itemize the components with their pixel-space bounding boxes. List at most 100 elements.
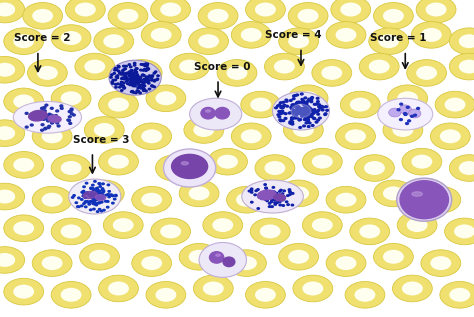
Circle shape: [273, 196, 275, 197]
Circle shape: [275, 107, 277, 109]
Circle shape: [301, 112, 304, 114]
Circle shape: [299, 113, 302, 115]
Circle shape: [132, 66, 153, 80]
Circle shape: [374, 180, 413, 207]
Circle shape: [198, 34, 219, 48]
Circle shape: [126, 72, 128, 74]
Circle shape: [99, 202, 101, 204]
Circle shape: [134, 77, 136, 79]
Circle shape: [179, 180, 219, 207]
Circle shape: [122, 73, 124, 74]
Circle shape: [165, 161, 186, 175]
Circle shape: [84, 206, 87, 208]
Circle shape: [107, 194, 109, 195]
Circle shape: [279, 113, 282, 115]
Circle shape: [134, 69, 137, 71]
Circle shape: [269, 191, 272, 193]
Circle shape: [299, 126, 301, 128]
Circle shape: [135, 77, 137, 79]
Circle shape: [261, 198, 263, 199]
Circle shape: [290, 107, 292, 108]
Circle shape: [138, 77, 140, 79]
Circle shape: [121, 77, 124, 79]
Circle shape: [307, 111, 310, 113]
Circle shape: [298, 119, 301, 121]
Circle shape: [134, 76, 137, 78]
Circle shape: [313, 103, 316, 105]
Circle shape: [321, 109, 324, 111]
Circle shape: [123, 78, 126, 80]
Ellipse shape: [223, 257, 235, 267]
Circle shape: [130, 78, 133, 80]
Circle shape: [275, 198, 278, 199]
Circle shape: [120, 74, 122, 75]
Circle shape: [278, 116, 281, 118]
Circle shape: [89, 201, 91, 202]
Circle shape: [291, 104, 293, 106]
Circle shape: [313, 118, 316, 120]
Circle shape: [92, 195, 94, 196]
Circle shape: [145, 76, 147, 78]
Circle shape: [315, 121, 318, 123]
Circle shape: [72, 197, 74, 198]
Circle shape: [421, 28, 442, 42]
Circle shape: [150, 80, 153, 81]
Circle shape: [128, 79, 130, 80]
Circle shape: [132, 74, 135, 76]
Circle shape: [41, 117, 44, 119]
Circle shape: [126, 78, 128, 79]
Circle shape: [132, 81, 135, 83]
Circle shape: [51, 122, 54, 124]
Circle shape: [101, 198, 104, 200]
Circle shape: [134, 77, 136, 79]
Circle shape: [318, 104, 320, 106]
Circle shape: [312, 113, 314, 114]
Ellipse shape: [83, 191, 97, 199]
Circle shape: [105, 194, 108, 196]
Circle shape: [99, 192, 101, 194]
Circle shape: [133, 73, 136, 74]
Circle shape: [103, 209, 105, 211]
Circle shape: [121, 70, 124, 72]
Circle shape: [317, 109, 320, 111]
Circle shape: [315, 103, 318, 105]
Circle shape: [307, 100, 310, 102]
Circle shape: [298, 111, 301, 113]
Circle shape: [37, 66, 58, 80]
Circle shape: [108, 155, 129, 169]
Circle shape: [120, 84, 122, 85]
Circle shape: [246, 0, 285, 23]
Circle shape: [298, 9, 319, 23]
Circle shape: [300, 107, 303, 109]
Circle shape: [291, 123, 293, 125]
Circle shape: [304, 97, 307, 99]
Circle shape: [321, 66, 342, 80]
Circle shape: [96, 187, 99, 189]
Ellipse shape: [412, 192, 422, 196]
Circle shape: [203, 212, 243, 238]
Circle shape: [400, 119, 402, 120]
Circle shape: [132, 81, 134, 82]
Circle shape: [93, 201, 96, 203]
Circle shape: [135, 77, 137, 78]
Circle shape: [303, 112, 306, 113]
Circle shape: [179, 243, 219, 270]
Circle shape: [289, 191, 292, 193]
Circle shape: [449, 28, 474, 55]
Circle shape: [383, 250, 404, 264]
Circle shape: [208, 9, 228, 23]
Circle shape: [88, 204, 91, 205]
Circle shape: [134, 80, 137, 81]
Circle shape: [143, 78, 146, 80]
Circle shape: [133, 75, 136, 77]
Circle shape: [414, 114, 417, 116]
Circle shape: [266, 200, 268, 202]
Circle shape: [306, 106, 308, 107]
Circle shape: [134, 70, 137, 72]
Circle shape: [128, 75, 131, 77]
Circle shape: [82, 193, 85, 194]
Circle shape: [101, 194, 104, 196]
Circle shape: [402, 281, 423, 295]
Circle shape: [289, 121, 292, 123]
Circle shape: [94, 194, 97, 196]
